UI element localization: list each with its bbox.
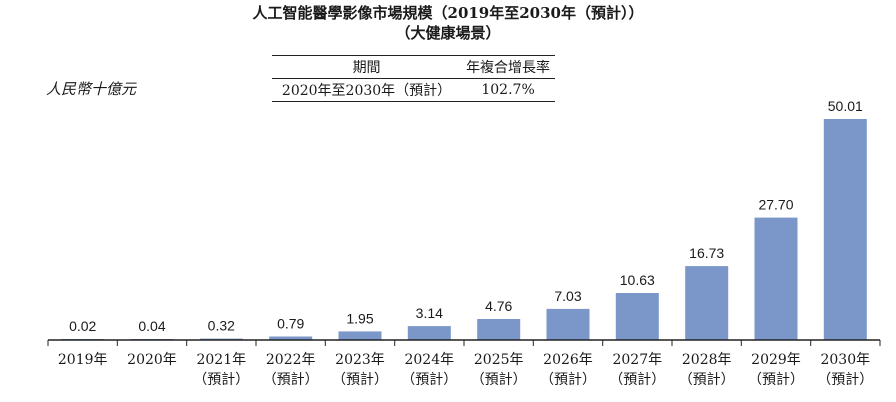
x-tick-sublabel: （預計） bbox=[193, 372, 249, 388]
chart-title: 人工智能醫學影像市場規模（2019年至2030年（預計）） bbox=[252, 4, 644, 22]
bar bbox=[823, 119, 867, 340]
x-tick-label: 2024年 bbox=[404, 352, 454, 368]
bar bbox=[269, 336, 313, 340]
x-tick-sublabel: （預計） bbox=[263, 372, 319, 388]
x-tick-sublabel: （預計） bbox=[401, 372, 457, 388]
cagr-period: 2020年至2030年（預計） bbox=[272, 78, 462, 102]
y-unit-label: 人民幣十億元 bbox=[46, 80, 137, 98]
x-tick-sublabel: （預計） bbox=[609, 372, 665, 388]
cagr-header-rate: 年複合增長率 bbox=[461, 55, 555, 79]
bar-value-label: 0.04 bbox=[138, 318, 165, 334]
bar-value-label: 3.14 bbox=[416, 305, 443, 321]
bar-value-label: 50.01 bbox=[828, 98, 863, 114]
x-tick-label: 2028年 bbox=[682, 352, 732, 368]
bar bbox=[685, 266, 729, 340]
x-tick-sublabel: （預計） bbox=[540, 372, 596, 388]
bar-value-label: 0.32 bbox=[208, 318, 235, 334]
bar-value-label: 10.63 bbox=[620, 272, 655, 288]
bar bbox=[546, 308, 590, 340]
x-tick-label: 2019年 bbox=[58, 352, 108, 368]
bar-value-label: 4.76 bbox=[485, 298, 512, 314]
x-tick-sublabel: （預計） bbox=[748, 372, 804, 388]
chart-subtitle: （大健康場景） bbox=[395, 24, 501, 42]
x-tick-label: 2025年 bbox=[474, 352, 524, 368]
bar-value-label: 0.79 bbox=[277, 316, 304, 332]
cagr-table: 期間 年複合增長率 2020年至2030年（預計） 102.7% bbox=[272, 55, 555, 102]
x-tick-sublabel: （預計） bbox=[817, 372, 873, 388]
x-tick-label: 2029年 bbox=[751, 352, 801, 368]
x-tick-label: 2022年 bbox=[266, 352, 316, 368]
cagr-table-header: 期間 年複合增長率 bbox=[272, 55, 555, 79]
bar bbox=[754, 217, 798, 340]
x-tick-label: 2030年 bbox=[820, 352, 870, 368]
bar-value-label: 16.73 bbox=[689, 245, 724, 261]
cagr-table-row: 2020年至2030年（預計） 102.7% bbox=[272, 78, 555, 102]
x-tick-label: 2020年 bbox=[127, 352, 177, 368]
x-tick-sublabel: （預計） bbox=[679, 372, 735, 388]
bar-value-label: 27.70 bbox=[758, 197, 793, 213]
bar-value-label: 7.03 bbox=[554, 288, 581, 304]
bar-value-label: 0.02 bbox=[69, 318, 96, 334]
x-tick-sublabel: （預計） bbox=[471, 372, 527, 388]
bar-value-label: 1.95 bbox=[346, 310, 373, 326]
bar bbox=[615, 293, 659, 340]
cagr-rate: 102.7% bbox=[461, 78, 555, 102]
x-tick-label: 2027年 bbox=[612, 352, 662, 368]
bar bbox=[338, 331, 382, 340]
x-tick-label: 2021年 bbox=[196, 352, 246, 368]
x-tick-label: 2026年 bbox=[543, 352, 593, 368]
cagr-header-period: 期間 bbox=[272, 55, 462, 79]
bar bbox=[407, 326, 451, 340]
x-tick-sublabel: （預計） bbox=[332, 372, 388, 388]
x-tick-label: 2023年 bbox=[335, 352, 385, 368]
bar bbox=[477, 319, 521, 340]
